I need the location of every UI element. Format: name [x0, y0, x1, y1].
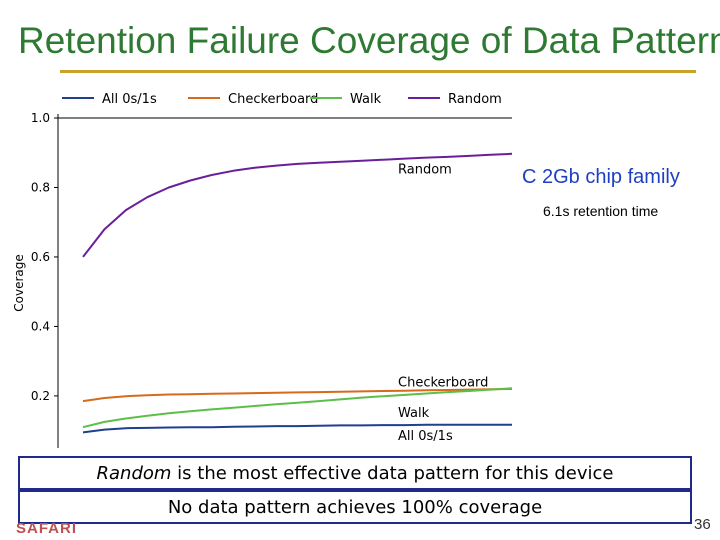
- series-line: [82, 387, 513, 429]
- callout-text: is the most effective data pattern for t…: [171, 462, 614, 484]
- device-label: C 2Gb chip family: [522, 166, 680, 188]
- series-inline-label: Random: [398, 163, 452, 178]
- series-line: [82, 423, 512, 434]
- y-tick-label: 1.0: [31, 111, 50, 125]
- title-rule: [60, 70, 696, 73]
- legend-label: Random: [448, 92, 502, 107]
- callout-most-effective: Random is the most effective data patter…: [18, 456, 692, 490]
- series-inline-label: All 0s/1s: [398, 429, 453, 444]
- series-inline-label: Checkerboard: [398, 376, 488, 391]
- callout-emphasis: Random: [96, 462, 172, 484]
- callout-no-full-coverage: No data pattern achieves 100% coverage: [18, 490, 692, 524]
- coverage-chart: 0.2 0.4 0.6 0.8 1.0 Coverage All 0s/1s Checkerb…: [12, 92, 513, 448]
- y-tick-label: 0.2: [31, 389, 50, 403]
- page-number: 36: [694, 516, 711, 533]
- y-tick-label: 0.4: [31, 319, 50, 333]
- legend-label: Walk: [350, 92, 382, 107]
- y-tick-label: 0.8: [31, 180, 50, 194]
- legend-label: All 0s/1s: [102, 92, 157, 107]
- retention-time-label: 6.1s retention time: [543, 203, 659, 219]
- footer-logo: SAFARI: [16, 520, 78, 537]
- y-tick-label: 0.6: [31, 250, 50, 264]
- series-inline-label: Walk: [398, 406, 430, 421]
- legend-label: Checkerboard: [228, 92, 318, 107]
- series-line: [82, 152, 513, 258]
- slide-title: Retention Failure Coverage of Data Patte…: [18, 20, 720, 61]
- coverage-chart-panel: 0.2 0.4 0.6 0.8 1.0 Coverage All 0s/1s Checkerb…: [10, 86, 515, 486]
- y-axis-label: Coverage: [12, 254, 26, 312]
- series-line: [82, 387, 513, 403]
